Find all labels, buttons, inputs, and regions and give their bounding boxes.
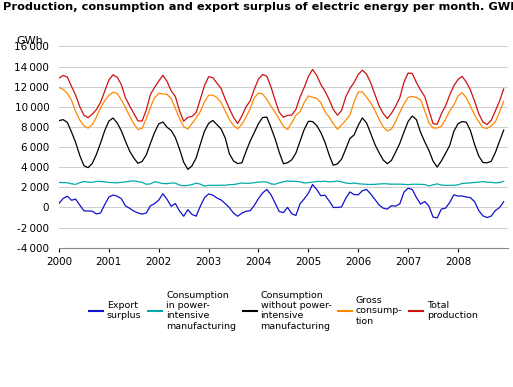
Legend: Export
surplus, Consumption
in power-
intensive
manufacturing, Consumption
witho: Export surplus, Consumption in power- in… [89, 291, 478, 331]
Text: GWh: GWh [16, 36, 43, 46]
Text: Production, consumption and export surplus of electric energy per month. GWh: Production, consumption and export surpl… [3, 2, 513, 12]
